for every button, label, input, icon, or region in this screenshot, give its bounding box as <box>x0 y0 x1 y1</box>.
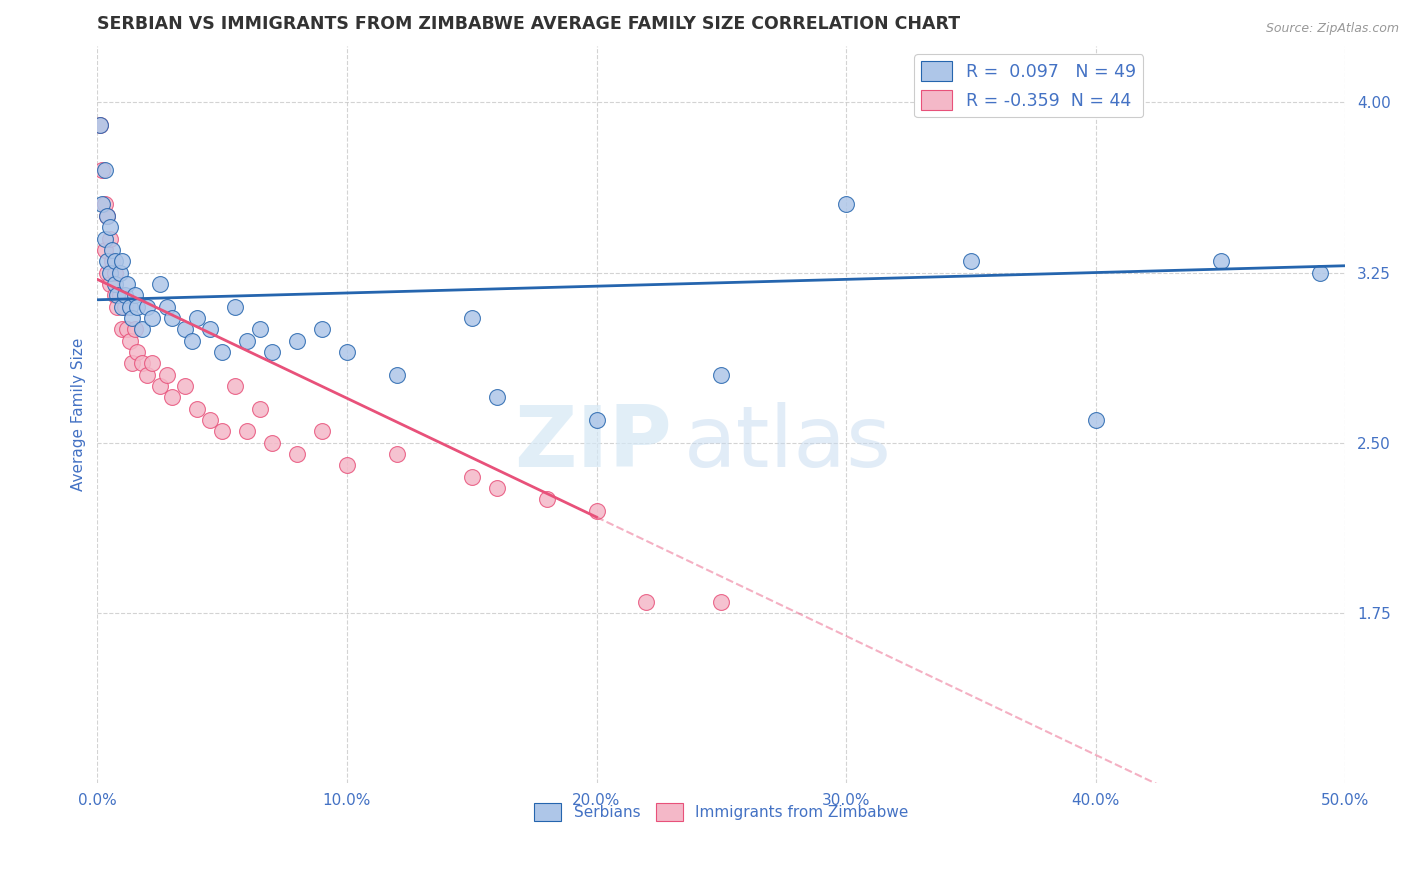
Point <box>108 288 131 302</box>
Point <box>156 300 179 314</box>
Point <box>385 368 408 382</box>
Point <box>186 310 208 325</box>
Point <box>94 197 117 211</box>
Point <box>104 288 127 302</box>
Point <box>98 266 121 280</box>
Point <box>485 481 508 495</box>
Point <box>117 322 139 336</box>
Text: SERBIAN VS IMMIGRANTS FROM ZIMBABWE AVERAGE FAMILY SIZE CORRELATION CHART: SERBIAN VS IMMIGRANTS FROM ZIMBABWE AVER… <box>97 15 960 33</box>
Point <box>105 288 128 302</box>
Point <box>336 458 359 473</box>
Point <box>118 334 141 348</box>
Point <box>173 379 195 393</box>
Point <box>160 310 183 325</box>
Point <box>198 413 221 427</box>
Point <box>385 447 408 461</box>
Point <box>285 334 308 348</box>
Point <box>96 266 118 280</box>
Point <box>149 379 172 393</box>
Point <box>108 266 131 280</box>
Text: ZIP: ZIP <box>513 402 672 485</box>
Point <box>636 594 658 608</box>
Point <box>160 390 183 404</box>
Point <box>105 300 128 314</box>
Point <box>91 197 114 211</box>
Point <box>1084 413 1107 427</box>
Point <box>98 231 121 245</box>
Point <box>131 322 153 336</box>
Point <box>149 277 172 291</box>
Point <box>111 254 134 268</box>
Point <box>96 209 118 223</box>
Point <box>585 413 607 427</box>
Point <box>96 209 118 223</box>
Point <box>94 243 117 257</box>
Point <box>311 322 333 336</box>
Point <box>98 220 121 235</box>
Point <box>311 425 333 439</box>
Point <box>114 300 136 314</box>
Point <box>173 322 195 336</box>
Point <box>461 469 484 483</box>
Point <box>156 368 179 382</box>
Point <box>249 322 271 336</box>
Text: atlas: atlas <box>683 402 891 485</box>
Point <box>285 447 308 461</box>
Point <box>1209 254 1232 268</box>
Point <box>111 322 134 336</box>
Point <box>136 300 159 314</box>
Point <box>89 118 111 132</box>
Point <box>536 492 558 507</box>
Point <box>960 254 983 268</box>
Point <box>121 356 143 370</box>
Point <box>236 334 259 348</box>
Point <box>336 345 359 359</box>
Point <box>94 163 117 178</box>
Point <box>211 425 233 439</box>
Point <box>94 231 117 245</box>
Text: Source: ZipAtlas.com: Source: ZipAtlas.com <box>1265 22 1399 36</box>
Point <box>835 197 858 211</box>
Point <box>141 356 163 370</box>
Point <box>118 300 141 314</box>
Point <box>89 118 111 132</box>
Point <box>96 254 118 268</box>
Point <box>111 300 134 314</box>
Point <box>124 322 146 336</box>
Point <box>101 243 124 257</box>
Point <box>127 345 149 359</box>
Point <box>262 435 284 450</box>
Legend: Serbians, Immigrants from Zimbabwe: Serbians, Immigrants from Zimbabwe <box>527 797 915 827</box>
Point <box>98 277 121 291</box>
Point <box>104 254 127 268</box>
Point <box>710 594 733 608</box>
Point <box>181 334 204 348</box>
Point <box>114 288 136 302</box>
Point <box>127 300 149 314</box>
Point <box>585 504 607 518</box>
Point <box>262 345 284 359</box>
Point <box>121 310 143 325</box>
Point <box>101 254 124 268</box>
Y-axis label: Average Family Size: Average Family Size <box>72 338 86 491</box>
Point <box>124 288 146 302</box>
Point <box>104 277 127 291</box>
Point <box>117 277 139 291</box>
Point <box>224 379 246 393</box>
Point <box>1309 266 1331 280</box>
Point <box>104 266 127 280</box>
Point <box>236 425 259 439</box>
Point <box>249 401 271 416</box>
Point <box>224 300 246 314</box>
Point <box>485 390 508 404</box>
Point <box>136 368 159 382</box>
Point <box>91 163 114 178</box>
Point <box>198 322 221 336</box>
Point <box>211 345 233 359</box>
Point <box>461 310 484 325</box>
Point <box>186 401 208 416</box>
Point <box>131 356 153 370</box>
Point <box>710 368 733 382</box>
Point <box>141 310 163 325</box>
